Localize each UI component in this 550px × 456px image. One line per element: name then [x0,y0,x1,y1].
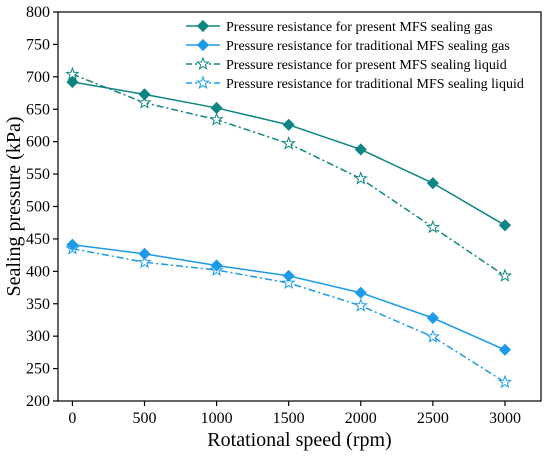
legend-marker [195,75,211,90]
y-tick-label: 400 [26,263,50,280]
data-point [210,259,223,272]
data-point [282,269,295,282]
legend-entry: Pressure resistance for traditional MFS … [186,75,524,92]
legend-label: Pressure resistance for present MFS seal… [226,20,493,35]
legend-entry: Pressure resistance for present MFS seal… [186,56,507,73]
legend-marker [196,19,210,33]
data-point [426,177,439,190]
data-point [353,298,368,312]
y-tick-label: 350 [26,296,50,313]
y-tick-label: 600 [26,134,50,151]
y-tick-label: 450 [26,231,50,248]
data-point [282,118,295,131]
data-point [210,101,223,115]
data-point [497,268,513,282]
y-tick-label: 300 [26,328,50,345]
legend-marker [196,38,210,52]
series-4 [65,241,513,389]
data-point [137,95,152,109]
series-3 [65,66,513,282]
data-point [426,311,439,325]
series-layer [65,66,513,389]
legend: Pressure resistance for present MFS seal… [186,19,524,92]
data-point [497,374,513,389]
data-point [281,275,296,290]
x-tick-label: 3000 [489,410,521,427]
legend-entry: Pressure resistance for present MFS seal… [186,19,493,35]
axis-ticks: 0 500 1000 1500 2000 2500 3000 200 250 300 350 400 4… [26,4,521,427]
data-point [425,329,440,343]
legend-marker [195,56,211,71]
data-point [281,136,296,150]
x-axis-label: Rotational speed (rpm) [207,429,391,451]
data-point [138,88,151,101]
data-point [209,112,224,126]
data-point [138,247,151,260]
legend-label: Pressure resistance for traditional MFS … [226,39,510,54]
data-point [66,75,79,89]
data-point [137,254,152,269]
y-tick-label: 800 [26,4,50,21]
y-tick-label: 250 [26,361,50,378]
data-point [354,143,367,156]
series-line [72,81,506,226]
data-point [354,286,367,299]
y-tick-label: 200 [26,393,50,410]
x-tick-label: 2500 [417,410,449,427]
series-1 [66,75,512,232]
data-point [353,171,368,185]
series-2 [66,238,512,356]
plot-frame [57,11,542,402]
legend-label: Pressure resistance for present MFS seal… [226,58,507,73]
x-tick-label: 1000 [201,410,233,427]
y-tick-label: 700 [26,69,50,86]
y-tick-label: 550 [26,166,50,183]
series-line [72,247,506,383]
x-tick-label: 2000 [345,410,377,427]
data-point [498,343,512,356]
legend-label: Pressure resistance for traditional MFS … [226,77,524,92]
data-point [498,219,512,232]
x-tick-label: 0 [68,410,76,427]
x-tick-label: 1500 [273,410,305,427]
y-axis-label: Sealing pressure (kPa) [3,117,25,297]
data-point [425,219,440,234]
y-tick-label: 500 [26,199,50,216]
legend-entry: Pressure resistance for traditional MFS … [186,38,510,54]
data-point [66,238,79,251]
y-tick-label: 750 [26,36,50,53]
x-tick-label: 500 [133,410,157,427]
y-tick-label: 650 [26,101,50,118]
series-line [72,73,506,277]
